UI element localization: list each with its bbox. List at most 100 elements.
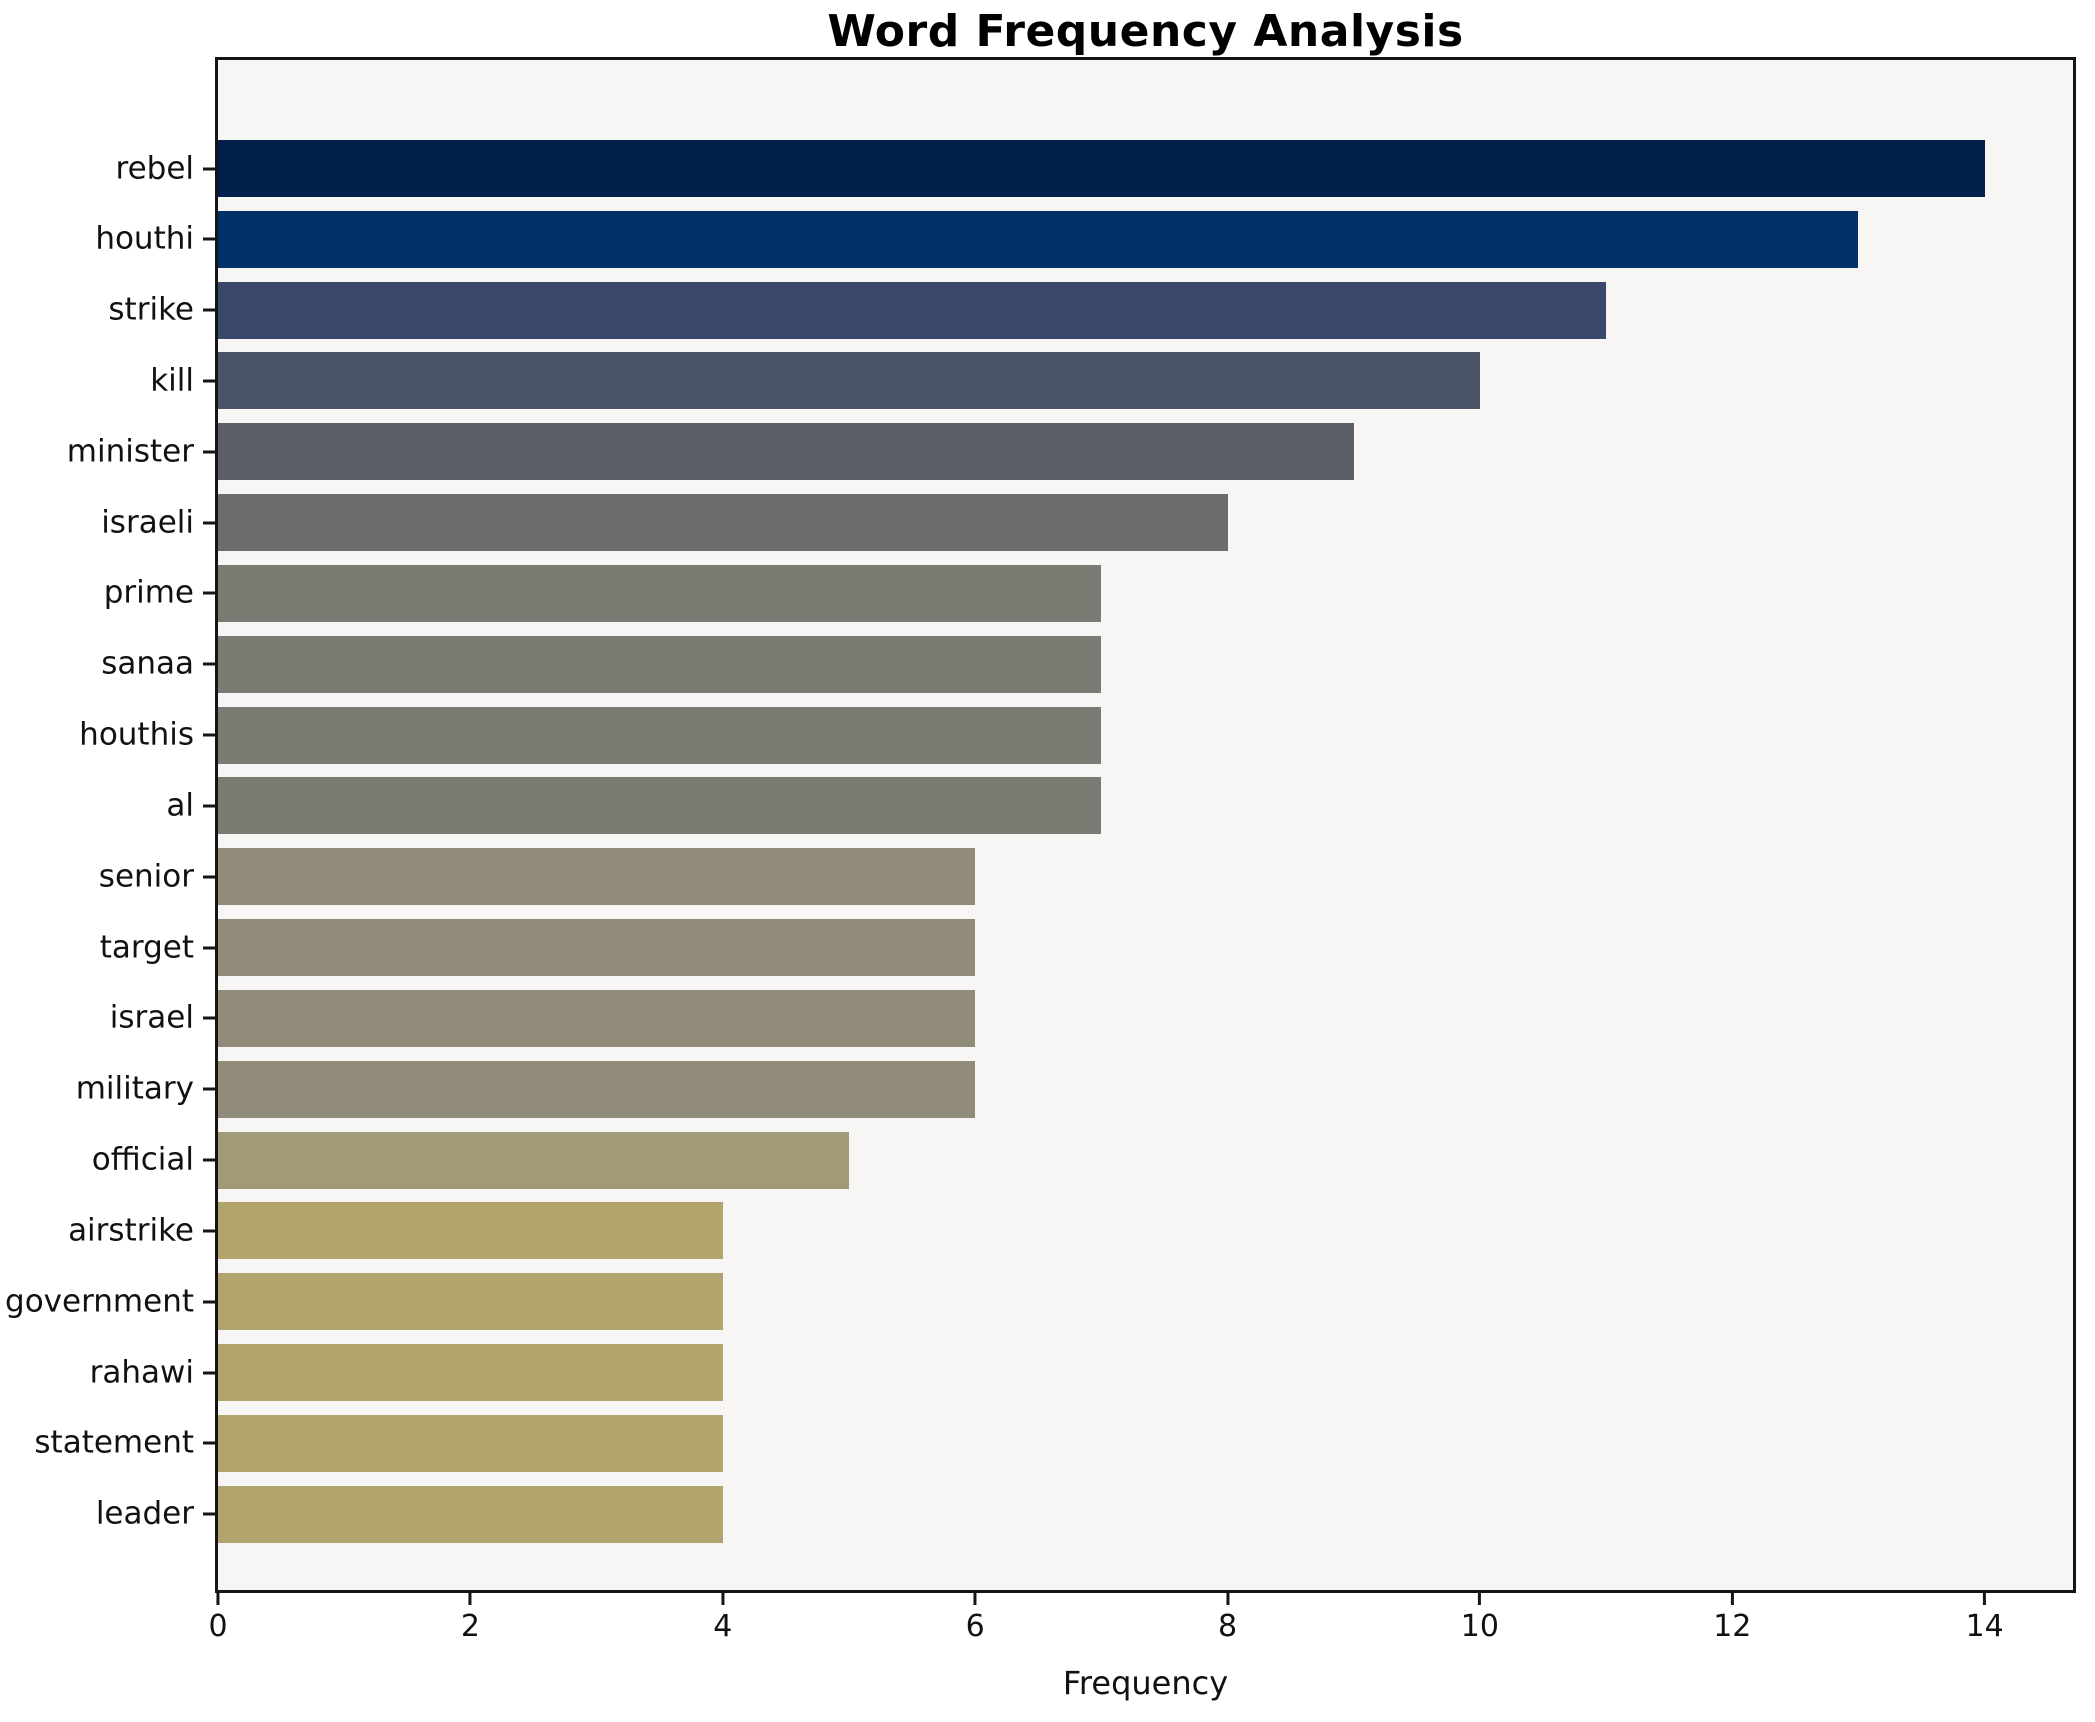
bar-row-statement: statement (34, 1414, 2073, 1472)
y-tick-mark (203, 733, 218, 737)
bar-senior (218, 848, 976, 906)
x-tick-label-6: 6 (965, 1609, 985, 1644)
bar-israeli (218, 494, 1228, 552)
x-tick-14: 14 (1966, 1593, 2004, 1642)
bar-row-senior: senior (99, 848, 2073, 906)
y-tick-mark (203, 1229, 218, 1233)
y-tick-label-minister: minister (66, 433, 194, 470)
y-tick-label-senior: senior (98, 858, 194, 895)
x-tick-mark (1226, 1593, 1230, 1605)
bar-row-houthi: houthi (95, 210, 2073, 268)
x-tick-8: 8 (1218, 1593, 1237, 1642)
bar-rahawi (218, 1344, 723, 1402)
bar-row-official: official (92, 1131, 2073, 1189)
y-tick-label-israel: israel (109, 999, 194, 1036)
bar-row-houthis: houthis (79, 706, 2073, 764)
y-tick-mark (203, 804, 218, 808)
x-axis-label: Frequency (1062, 1664, 1229, 1702)
y-tick-mark (203, 946, 218, 950)
x-tick-0: 0 (208, 1593, 228, 1642)
y-tick-mark (203, 591, 218, 595)
y-tick-mark (203, 308, 218, 312)
y-tick-label-al: al (166, 787, 194, 824)
y-tick-mark (203, 1512, 218, 1516)
x-tick-mark (973, 1593, 977, 1605)
x-tick-2: 2 (461, 1593, 480, 1642)
bar-row-israel: israel (110, 989, 2073, 1047)
y-tick-label-houthis: houthis (79, 716, 194, 753)
bar-row-minister: minister (67, 423, 2073, 481)
y-tick-mark (203, 1371, 218, 1375)
x-tick-10: 10 (1461, 1593, 1499, 1642)
bar-al (218, 777, 1102, 835)
y-tick-label-target: target (99, 929, 194, 966)
bar-prime (218, 564, 1102, 622)
y-tick-mark (203, 1016, 218, 1020)
bar-military (218, 1060, 976, 1118)
bar-row-kill: kill (150, 352, 2073, 410)
y-tick-mark (203, 379, 218, 383)
x-tick-label-14: 14 (1965, 1609, 2004, 1644)
bar-row-target: target (100, 919, 2073, 977)
bar-row-al: al (166, 777, 2073, 835)
y-tick-mark (203, 662, 218, 666)
bar-row-military: military (76, 1060, 2073, 1118)
x-tick-4: 4 (713, 1593, 732, 1642)
y-tick-label-prime: prime (103, 574, 194, 611)
x-tick-label-8: 8 (1217, 1609, 1238, 1644)
x-tick-mark (468, 1593, 472, 1605)
bar-row-government: government (5, 1273, 2073, 1331)
bar-official (218, 1131, 849, 1189)
y-tick-mark (203, 1300, 218, 1304)
x-tick-mark (1730, 1593, 1734, 1605)
bar-row-rahawi: rahawi (90, 1344, 2073, 1402)
y-tick-label-rahawi: rahawi (89, 1354, 194, 1391)
y-tick-label-rebel: rebel (115, 150, 195, 186)
y-tick-mark (203, 1087, 218, 1091)
y-tick-label-leader: leader (95, 1495, 194, 1532)
x-tick-6: 6 (966, 1593, 985, 1642)
x-tick-mark (721, 1593, 725, 1605)
bars-container: rebel houthi strike kill minister israeli prim… (5, 140, 2073, 1543)
bar-minister (218, 423, 1354, 481)
bar-row-prime: prime (104, 564, 2073, 622)
bar-houthi (218, 210, 1859, 268)
y-tick-label-government: government (5, 1283, 194, 1320)
x-tick-label-4: 4 (713, 1609, 733, 1644)
y-tick-label-houthi: houthi (95, 220, 194, 257)
bar-government (218, 1273, 723, 1331)
bar-row-sanaa: sanaa (101, 635, 2073, 693)
y-tick-mark (203, 1441, 218, 1445)
bar-row-israeli: israeli (101, 494, 2073, 552)
y-tick-label-official: official (91, 1141, 194, 1178)
y-tick-label-statement: statement (34, 1424, 194, 1461)
bar-row-rebel: rebel (116, 140, 2073, 197)
x-tick-12: 12 (1713, 1593, 1751, 1642)
x-tick-label-2: 2 (460, 1609, 480, 1644)
bar-houthis (218, 706, 1102, 764)
bar-israel (218, 989, 976, 1047)
y-tick-mark (203, 237, 218, 241)
y-tick-label-airstrike: airstrike (68, 1212, 194, 1249)
chart-title: Word Frequency Analysis (827, 6, 1464, 57)
y-tick-mark (203, 450, 218, 454)
x-tick-mark (1983, 1593, 1987, 1605)
y-tick-mark (203, 875, 218, 879)
y-tick-label-strike: strike (108, 291, 194, 328)
y-tick-label-israeli: israeli (101, 504, 194, 541)
y-tick-mark (203, 1158, 218, 1162)
bar-target (218, 919, 976, 977)
x-tick-label-10: 10 (1460, 1609, 1499, 1644)
bar-leader (218, 1485, 723, 1543)
x-tick-label-12: 12 (1713, 1609, 1752, 1644)
bar-kill (218, 352, 1480, 410)
bar-sanaa (218, 635, 1102, 693)
plot-area: rebel houthi strike kill minister israeli prim… (5, 57, 2076, 1593)
bar-statement (218, 1414, 723, 1472)
bar-rebel (218, 140, 1985, 197)
y-tick-mark (203, 167, 218, 170)
bar-row-leader: leader (96, 1485, 2073, 1543)
x-tick-mark (216, 1593, 220, 1605)
y-tick-label-kill: kill (150, 362, 194, 399)
